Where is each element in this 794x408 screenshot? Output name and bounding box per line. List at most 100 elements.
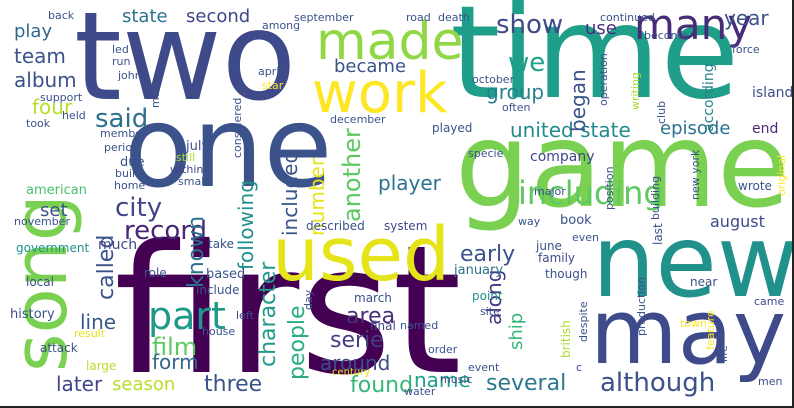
- word-four: four: [32, 95, 73, 119]
- word-town: town: [680, 317, 708, 330]
- word-september: september: [294, 11, 354, 24]
- word-another: another: [338, 128, 366, 222]
- word-state: state: [122, 6, 168, 27]
- word-august: august: [710, 212, 765, 231]
- word-november: november: [14, 215, 70, 228]
- word-october: october: [472, 73, 515, 86]
- word-part: part: [148, 294, 226, 338]
- word-began: began: [566, 69, 590, 132]
- word-later: later: [56, 372, 103, 396]
- word-major: major: [534, 185, 566, 198]
- word-well: well: [508, 48, 560, 78]
- word-small: small: [178, 175, 208, 188]
- word-serie: serie: [330, 328, 384, 353]
- word-production: production: [635, 276, 648, 336]
- word-c: c: [576, 361, 583, 374]
- word-according: according: [701, 63, 717, 132]
- word-water: water: [404, 385, 436, 398]
- word-took: took: [26, 117, 51, 130]
- word-star: star: [262, 79, 284, 92]
- word-due: due: [120, 155, 145, 170]
- word-book: book: [560, 213, 592, 228]
- word-album: album: [14, 68, 77, 92]
- word-record: record: [124, 216, 208, 246]
- word-john: john: [118, 69, 142, 82]
- word-even: even: [572, 231, 600, 244]
- word-character: character: [256, 261, 281, 367]
- word-year: year: [724, 6, 769, 30]
- word-became: became: [334, 56, 407, 77]
- word-become: become: [644, 29, 689, 42]
- word-way: way: [518, 215, 541, 228]
- word-described: described: [306, 219, 365, 233]
- word-final: final: [370, 319, 396, 333]
- word-based: based: [206, 267, 246, 282]
- word-may: may: [590, 280, 787, 385]
- word-december: december: [330, 113, 386, 126]
- word-despite: despite: [577, 301, 590, 342]
- word-century: century: [332, 367, 371, 378]
- word-around: around: [320, 351, 391, 375]
- word-last: last: [651, 223, 665, 245]
- word-known: known: [184, 215, 209, 288]
- word-day: day: [302, 289, 315, 310]
- word-show: show: [496, 10, 564, 40]
- word-system: system: [384, 219, 428, 233]
- word-several: several: [486, 371, 567, 396]
- word-use: use: [585, 18, 617, 39]
- word-government: government: [16, 241, 90, 255]
- word-end: end: [752, 121, 779, 137]
- word-left: left: [236, 309, 254, 322]
- word-specie: specie: [468, 147, 504, 160]
- word-people: people: [285, 305, 310, 380]
- word-run: run: [112, 55, 131, 68]
- word-much: much: [98, 237, 138, 253]
- word-men: men: [758, 375, 783, 388]
- word-came: came: [754, 295, 785, 308]
- word-group: group: [486, 80, 545, 104]
- word-member: member: [100, 127, 147, 140]
- word-form: form: [152, 350, 199, 374]
- word-line: line: [80, 310, 117, 334]
- word-area: area: [346, 304, 396, 329]
- word-though: though: [545, 267, 588, 281]
- word-original: original: [775, 154, 788, 196]
- word-included: included: [278, 150, 302, 236]
- word-house: house: [202, 325, 236, 338]
- word-played: played: [432, 121, 473, 135]
- word-built: built: [115, 167, 140, 180]
- word-home: home: [114, 179, 146, 192]
- word-many: many: [634, 0, 753, 49]
- word-led: led: [112, 43, 129, 56]
- word-event: event: [468, 361, 500, 374]
- word-local: local: [26, 275, 54, 289]
- word-make: make: [149, 77, 162, 108]
- word-often: often: [502, 101, 531, 114]
- word-including: including: [518, 174, 664, 212]
- word-road: road: [406, 11, 431, 24]
- word-used: used: [272, 212, 450, 298]
- word-considered: considered: [231, 97, 244, 158]
- word-force: force: [732, 43, 760, 56]
- word-island: island: [752, 85, 794, 101]
- word-british: british: [559, 320, 573, 358]
- word-said: said: [95, 104, 149, 134]
- word-music: music: [440, 373, 473, 386]
- word-building: building: [649, 175, 662, 220]
- word-include: include: [196, 283, 240, 297]
- word-game: game: [455, 96, 790, 234]
- word-name: name: [414, 368, 471, 392]
- word-site: site: [480, 305, 500, 318]
- word-wrote: wrote: [738, 179, 772, 193]
- word-three: three: [204, 372, 263, 397]
- word-time: time: [450, 0, 740, 128]
- word-film: film: [152, 333, 198, 361]
- word-june: june: [536, 239, 562, 253]
- word-life: life: [717, 345, 730, 362]
- word-order: order: [428, 343, 458, 356]
- word-ship: ship: [506, 312, 527, 350]
- word-named: named: [400, 319, 439, 332]
- word-city: city: [115, 193, 163, 223]
- word-period: period: [104, 141, 140, 154]
